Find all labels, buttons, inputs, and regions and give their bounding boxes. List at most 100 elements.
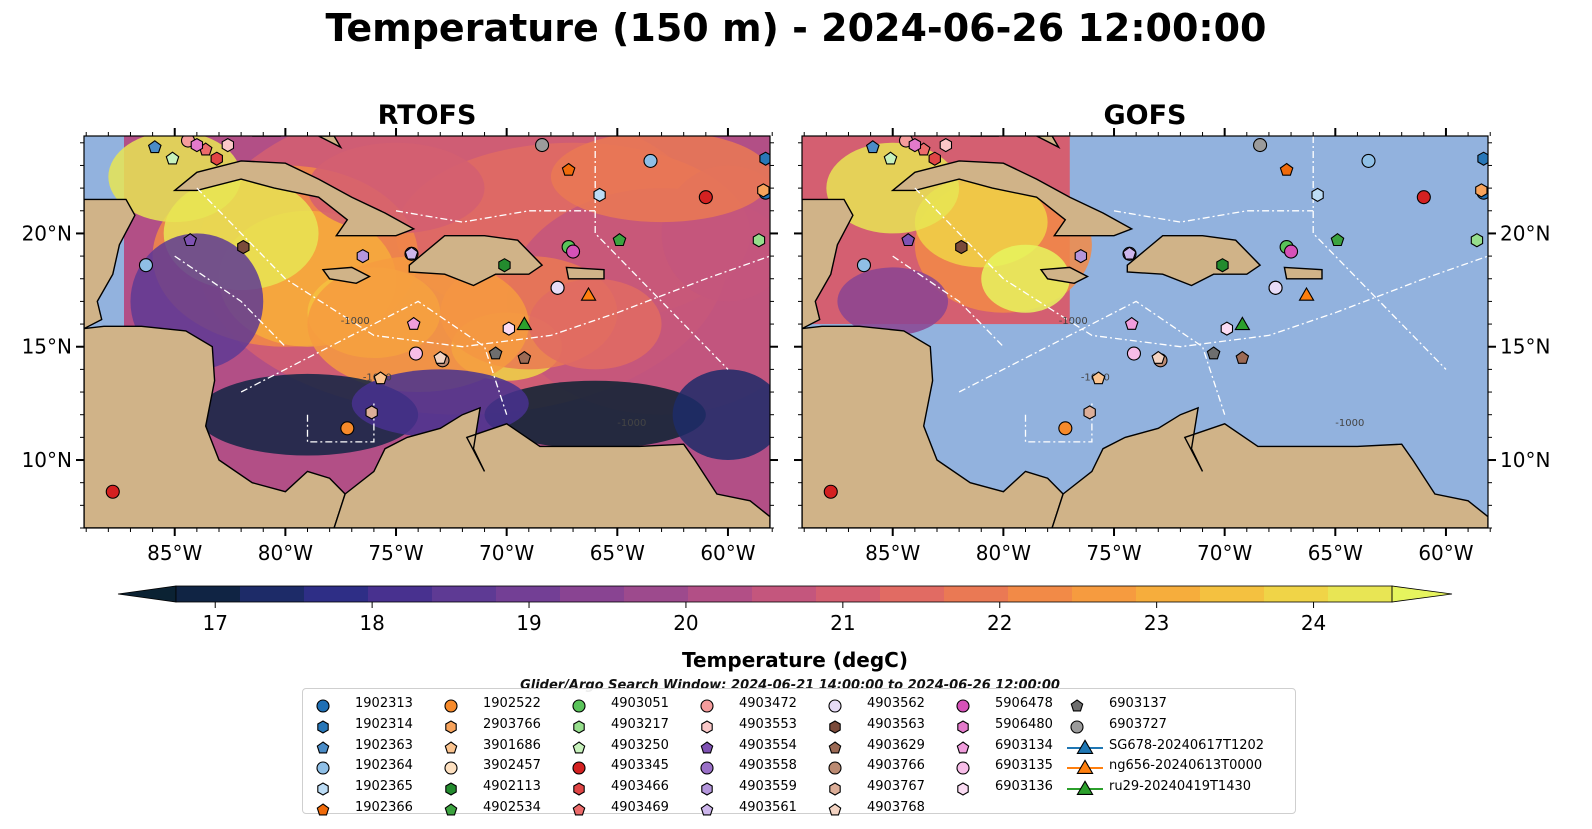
map-marker-4903768 xyxy=(1151,350,1166,364)
legend-label: 4903766 xyxy=(867,758,925,774)
legend-marker-4903553 xyxy=(701,720,713,734)
legend-marker-4903554 xyxy=(700,740,714,754)
legend-label: 2903766 xyxy=(483,716,541,732)
colorbar-swatch xyxy=(880,586,945,602)
legend-marker-6903727 xyxy=(1070,720,1084,734)
contour-label: -1000 xyxy=(617,418,646,429)
legend-label: 1902522 xyxy=(483,696,541,711)
map-marker-4903554 xyxy=(901,233,916,247)
legend-label: 1902365 xyxy=(355,779,413,795)
legend-label: 3902457 xyxy=(483,758,541,774)
map-marker-1902364b xyxy=(856,258,872,273)
lon-tick-label: 60°W xyxy=(700,541,755,565)
lon-tick-label: 75°W xyxy=(368,541,423,565)
lat-tick-label: 10°N xyxy=(1500,448,1550,472)
legend-label: 4903561 xyxy=(739,799,797,815)
legend-label: 4903562 xyxy=(867,696,925,711)
colorbar-label: Temperature (degC) xyxy=(682,648,908,672)
colorbar-tick-label: 23 xyxy=(1144,611,1169,635)
map-marker-4903563 xyxy=(955,239,968,255)
map-marker-4902534 xyxy=(1330,233,1345,247)
legend-marker-4903217 xyxy=(573,720,585,734)
legend-marker-4903561 xyxy=(700,803,714,816)
map-marker-ru29-20240419T1430 xyxy=(1234,316,1251,331)
legend-label: SG678-20240617T1202 xyxy=(1109,737,1265,753)
legend-marker-4902113 xyxy=(445,782,457,796)
legend-marker-4903469 xyxy=(572,803,586,816)
lat-tick-label: 20°N xyxy=(22,221,72,245)
map-marker-4903345 xyxy=(698,190,713,205)
legend-label: 6903137 xyxy=(1109,696,1167,711)
legend-marker-4903767 xyxy=(829,782,841,796)
colorbar-swatch xyxy=(624,586,689,602)
map-marker-4903562 xyxy=(550,280,565,295)
map-marker-4903561 xyxy=(1122,246,1137,260)
map-marker-5906478 xyxy=(1284,244,1299,259)
colorbar-swatch xyxy=(432,586,497,602)
legend-label: 4903767 xyxy=(867,779,925,795)
map-marker-4903553 xyxy=(939,137,953,153)
legend-marker-4903629 xyxy=(828,740,842,754)
lat-tick-label: 20°N xyxy=(1500,221,1550,245)
colorbar-tick-label: 19 xyxy=(516,611,541,635)
legend-label: 4903629 xyxy=(867,737,925,753)
colorbar-swatch xyxy=(752,586,817,602)
map-marker-4903767 xyxy=(365,405,378,420)
colorbar-swatch xyxy=(1136,586,1201,602)
colorbar-tick-label: 24 xyxy=(1301,611,1326,635)
map-marker-1902314 xyxy=(759,151,770,166)
panel-title-rtofs: RTOFS xyxy=(377,100,477,131)
legend-label: 4903250 xyxy=(611,737,669,753)
map-marker-1902364 xyxy=(1361,153,1376,168)
legend-marker-6903135 xyxy=(956,761,970,775)
legend-label: 1902313 xyxy=(355,696,413,711)
colorbar-swatch xyxy=(688,586,753,602)
map-marker-1902366 xyxy=(561,162,576,176)
legend-label: 4903469 xyxy=(611,799,669,815)
eez-boundaries xyxy=(892,136,1488,443)
map-marker-3901686 xyxy=(1091,371,1106,385)
lon-tick-label: 75°W xyxy=(1086,541,1141,565)
legend-marker-3901686 xyxy=(444,740,458,754)
legend-label: 1902366 xyxy=(355,799,413,815)
legend-label: 5906480 xyxy=(995,716,1053,732)
map-frame xyxy=(83,135,771,529)
legend-label: 1902314 xyxy=(355,716,413,732)
colorbar-tick-label: 18 xyxy=(359,611,384,635)
colorbar-swatch xyxy=(1328,586,1393,602)
legend-marker-4903766 xyxy=(828,761,842,775)
colorbar-swatch xyxy=(176,586,241,602)
legend-marker-1902314 xyxy=(317,720,329,734)
legend-label: 1902363 xyxy=(355,737,413,753)
contour-label: -1000 xyxy=(1335,418,1364,429)
legend-label: 4903563 xyxy=(867,716,925,732)
map-marker-4903553 xyxy=(221,137,235,153)
map-marker-6903137 xyxy=(1206,346,1221,360)
land xyxy=(802,136,1488,528)
colorbar-swatch xyxy=(1008,586,1073,602)
legend-marker-1902365 xyxy=(317,782,329,796)
lon-tick-label: 85°W xyxy=(865,541,920,565)
lat-tick-label: 10°N xyxy=(22,448,72,472)
lon-tick-label: 60°W xyxy=(1418,541,1473,565)
legend-marker-6903136 xyxy=(957,782,969,796)
map-panel-gofs: -1000-1000-1000 xyxy=(802,136,1488,528)
legend-label: 6903135 xyxy=(995,758,1053,774)
map-marker-4903217 xyxy=(1470,233,1484,248)
map-marker-1902365 xyxy=(1311,187,1324,203)
map-marker-5906480 xyxy=(908,137,922,153)
map-marker-ng656-20240613T0000 xyxy=(580,286,597,301)
legend-label: ru29-20240419T1430 xyxy=(1109,779,1252,795)
map-marker-5906480 xyxy=(190,137,204,153)
legend-label: 5906478 xyxy=(995,696,1053,711)
map-marker-2903766 xyxy=(1475,183,1488,198)
map-marker-1902365 xyxy=(593,187,606,203)
map-marker-5906478 xyxy=(566,244,581,259)
lon-tick-label: 65°W xyxy=(1308,541,1363,565)
map-marker-1902366 xyxy=(1279,162,1294,176)
legend-label: 3901686 xyxy=(483,737,541,753)
map-marker-3901686 xyxy=(373,371,388,385)
lon-tick-label: 80°W xyxy=(258,541,313,565)
legend-marker-ng656-20240613T0000 xyxy=(1076,759,1094,775)
map-marker-6903136 xyxy=(502,321,516,336)
